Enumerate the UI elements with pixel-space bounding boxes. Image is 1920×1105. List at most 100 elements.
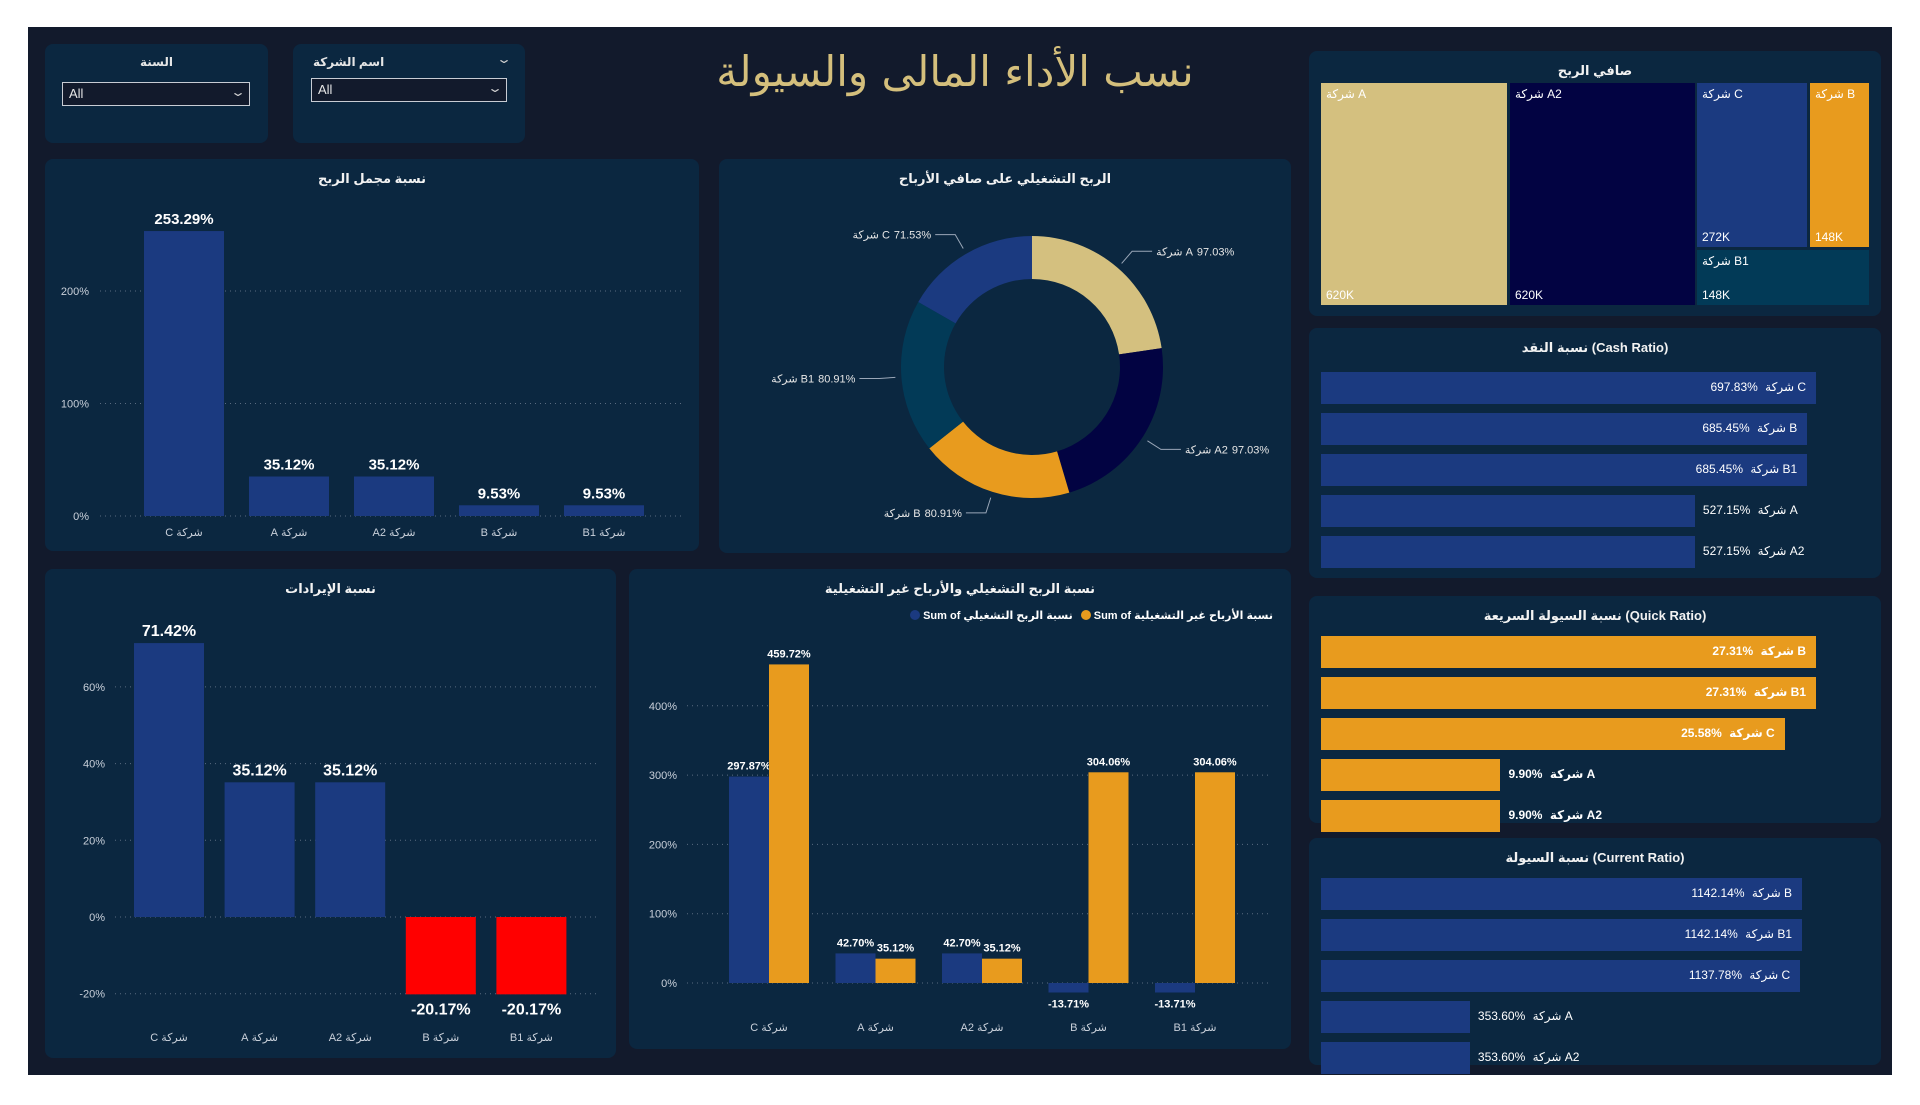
donut-slice[interactable]	[918, 236, 1032, 324]
bar[interactable]	[1195, 772, 1235, 983]
treemap-tile-b[interactable]: شركة B 148K	[1810, 83, 1869, 247]
bar[interactable]	[496, 917, 567, 995]
bar[interactable]	[405, 917, 476, 995]
data-label: 304.06%	[1193, 756, 1237, 768]
donut-slice[interactable]	[1057, 348, 1163, 493]
bar[interactable]	[134, 643, 204, 917]
y-tick-label: 40%	[83, 759, 105, 771]
bar[interactable]	[315, 782, 386, 917]
bar-value: 9.90%	[1508, 767, 1543, 781]
bar[interactable]	[1321, 413, 1808, 445]
cash-ratio-chart: نسبة النقد (Cash Ratio) 697.83% شركة C 68…	[1309, 328, 1881, 578]
bar-value: 527.15%	[1702, 544, 1751, 558]
bar[interactable]	[1321, 677, 1816, 709]
bar[interactable]	[1321, 636, 1816, 668]
bar[interactable]	[1321, 878, 1802, 910]
bar[interactable]	[1048, 983, 1089, 993]
bar[interactable]	[459, 505, 539, 516]
bar-category: شركة A	[1754, 503, 1798, 517]
bar-value: 685.45%	[1695, 462, 1744, 476]
chevron-down-icon[interactable]: ⌄	[495, 52, 513, 66]
bar[interactable]	[729, 776, 769, 983]
bar-label: 27.31% شركة B	[1712, 644, 1806, 658]
data-label: 9.53%	[583, 485, 626, 502]
donut-slice[interactable]	[929, 421, 1070, 498]
bar[interactable]	[982, 958, 1022, 983]
bar[interactable]	[144, 231, 224, 516]
bar-value: 27.31%	[1705, 685, 1747, 699]
data-label: -13.71%	[1155, 999, 1196, 1011]
current-ratio-chart: نسبة السيولة (Current Ratio) 1142.14% شر…	[1309, 838, 1881, 1074]
legend-item-operating[interactable]: Sum of نسبة الربح التشغيلي	[910, 609, 1073, 622]
y-tick-label: 0%	[73, 511, 89, 523]
bar[interactable]	[1321, 1042, 1470, 1074]
bar-label: 697.83% شركة C	[1710, 380, 1806, 394]
bar[interactable]	[564, 505, 644, 516]
bar[interactable]	[1321, 1001, 1470, 1033]
leader-line	[935, 234, 964, 249]
data-label: 42.70%	[943, 937, 981, 949]
year-dropdown-value: All	[69, 86, 84, 101]
bar-value: 685.45%	[1702, 421, 1750, 435]
bar[interactable]	[1321, 495, 1695, 527]
x-tick-label: شركة A2	[329, 1032, 372, 1044]
y-tick-label: 200%	[649, 839, 677, 851]
bar-row: 27.31% شركة B	[1321, 636, 1861, 668]
donut-slice[interactable]	[901, 301, 964, 449]
bar-row: 527.15% شركة A	[1321, 495, 1861, 527]
bar[interactable]	[1321, 919, 1802, 951]
x-tick-label: شركة B1	[583, 527, 626, 539]
bar-row: 527.15% شركة A2	[1321, 536, 1861, 568]
bar[interactable]	[1321, 372, 1816, 404]
bar[interactable]	[1321, 960, 1801, 992]
bar-label: 25.58% شركة C	[1681, 726, 1775, 740]
y-tick-label: 200%	[61, 286, 89, 298]
bar[interactable]	[942, 953, 982, 983]
bar-row: 685.45% شركة B	[1321, 413, 1861, 445]
bar[interactable]	[835, 953, 876, 983]
bar[interactable]	[354, 476, 434, 516]
data-label: -20.17%	[502, 1001, 562, 1018]
bar-label: 353.60% شركة A	[1478, 1009, 1573, 1023]
bar-category: شركة B1	[1741, 927, 1792, 941]
bar[interactable]	[1321, 718, 1785, 750]
bar[interactable]	[1088, 772, 1129, 983]
bar-category: شركة A	[1529, 1009, 1573, 1023]
bar[interactable]	[1321, 800, 1501, 832]
treemap-tile-b1[interactable]: شركة B1 148K	[1697, 250, 1869, 305]
y-tick-label: 0%	[89, 912, 105, 924]
tile-value: 272K	[1702, 230, 1731, 244]
bar-category: شركة C	[1746, 968, 1791, 982]
slice-label: شركة A 97.03%	[1156, 246, 1234, 258]
treemap-tile-c[interactable]: شركة C 272K	[1697, 83, 1807, 247]
legend-item-nonoperating[interactable]: Sum of نسبة الأرباح غير التشغيلية	[1080, 609, 1273, 622]
slice-value: 80.91%	[925, 508, 963, 520]
tile-label: شركة B1	[1702, 254, 1749, 268]
treemap-tile-a2[interactable]: شركة A2 620K	[1510, 83, 1695, 305]
bar[interactable]	[224, 782, 295, 917]
donut-slice[interactable]	[1032, 236, 1162, 355]
bar[interactable]	[249, 476, 329, 516]
bar-category: شركة B	[1757, 644, 1806, 658]
company-dropdown[interactable]: All ⌄	[311, 78, 507, 102]
data-label: 71.42%	[142, 623, 196, 640]
bar-label: 527.15% شركة A2	[1703, 544, 1805, 558]
bar-row: 9.90% شركة A2	[1321, 800, 1861, 832]
bar[interactable]	[1321, 536, 1695, 568]
leader-line	[1121, 250, 1153, 264]
treemap-tile-a[interactable]: شركة A 620K	[1321, 83, 1507, 305]
data-label: 304.06%	[1087, 756, 1131, 768]
bar-category: شركة B	[1748, 886, 1792, 900]
tile-value: 148K	[1702, 288, 1731, 302]
bar[interactable]	[1155, 983, 1195, 993]
chart-title: الربح التشغيلي على صافي الأرباح	[898, 171, 1112, 186]
bar[interactable]	[1321, 454, 1808, 486]
bar[interactable]	[875, 958, 916, 983]
bar[interactable]	[769, 664, 809, 983]
bar-value: 25.58%	[1681, 726, 1722, 740]
bar-category: شركة B	[1753, 421, 1798, 435]
bar-label: 527.15% شركة A	[1703, 503, 1798, 517]
chevron-down-icon: ⌄	[486, 81, 504, 95]
year-dropdown[interactable]: All ⌄	[62, 82, 250, 106]
bar[interactable]	[1321, 759, 1501, 791]
